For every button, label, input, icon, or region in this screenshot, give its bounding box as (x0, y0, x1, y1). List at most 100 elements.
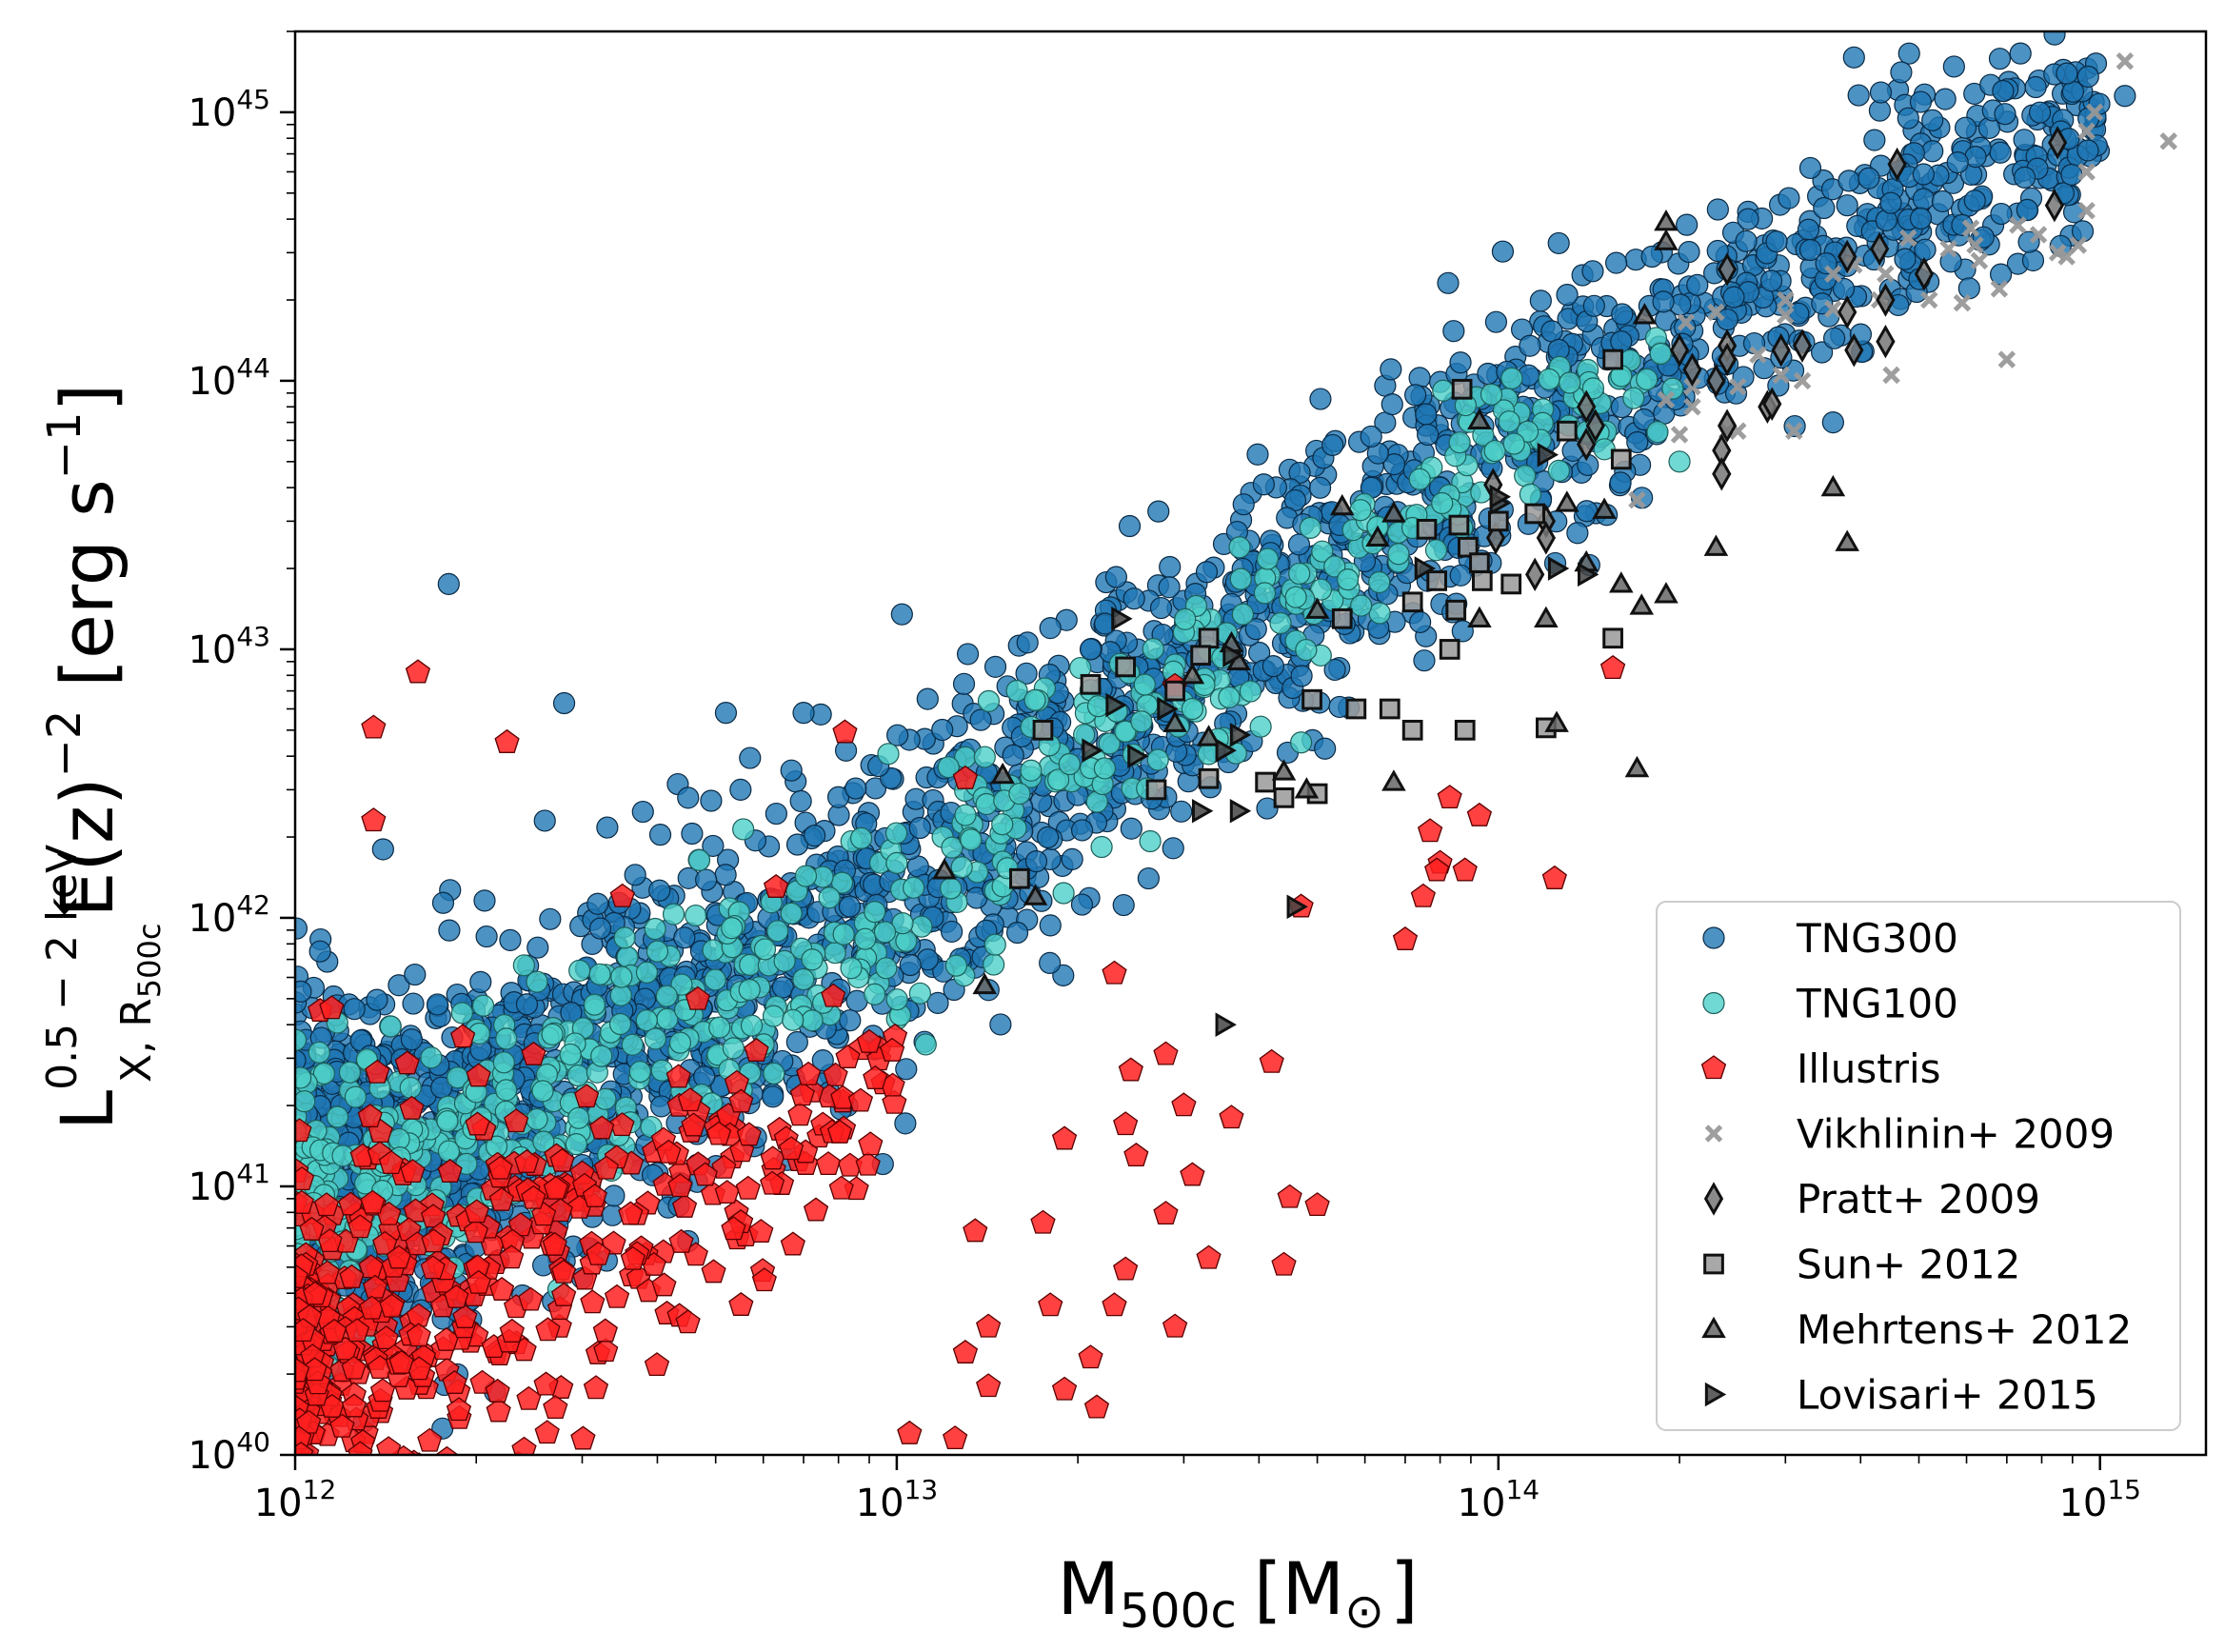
point (1295, 638, 1318, 662)
point (1437, 271, 1460, 294)
point (344, 1085, 368, 1108)
point (624, 864, 646, 886)
point (960, 828, 983, 851)
point (608, 1012, 632, 1036)
point (366, 988, 388, 1011)
point (803, 825, 826, 847)
point (1798, 156, 1822, 180)
point (877, 743, 900, 766)
point (1439, 639, 1460, 660)
point (2076, 65, 2099, 89)
point (1229, 567, 1252, 590)
point (1442, 320, 1465, 343)
point (1416, 518, 1438, 540)
point (1668, 450, 1691, 473)
point (450, 1002, 473, 1025)
point (1415, 403, 1438, 426)
point (1602, 627, 1623, 649)
point (1139, 829, 1162, 853)
point (1678, 240, 1700, 264)
point (1331, 607, 1353, 629)
point (1988, 48, 2012, 70)
point (531, 1080, 554, 1103)
point (648, 824, 672, 846)
point (1349, 499, 1372, 522)
legend-label: Pratt+ 2009 (1797, 1176, 2040, 1223)
point (613, 926, 636, 949)
point (714, 864, 737, 886)
point (794, 865, 818, 887)
point (1732, 366, 1755, 388)
point (854, 927, 877, 950)
point (1954, 116, 1977, 139)
point (404, 963, 427, 986)
point (526, 970, 548, 993)
point (616, 945, 639, 968)
point (1432, 379, 1455, 402)
point (526, 936, 549, 959)
point (721, 917, 744, 940)
point (1009, 867, 1030, 889)
point (552, 691, 576, 715)
point (1269, 611, 1292, 635)
point (379, 1015, 402, 1038)
point (2016, 198, 2038, 222)
point (1484, 310, 1508, 333)
point (1890, 61, 1913, 84)
point (1401, 719, 1423, 741)
point (1039, 617, 1062, 640)
point (1382, 453, 1406, 476)
point (1963, 189, 1986, 212)
point (677, 786, 700, 809)
point (1145, 779, 1167, 801)
point (1120, 817, 1142, 840)
point (1299, 516, 1321, 539)
point (295, 1090, 316, 1113)
point (1147, 500, 1170, 523)
point (583, 993, 606, 1016)
point (840, 957, 863, 980)
point (1611, 303, 1634, 326)
point (890, 603, 913, 626)
point (1431, 491, 1454, 515)
point (1146, 748, 1169, 771)
point (475, 925, 498, 948)
point (1218, 686, 1241, 708)
point (1649, 342, 1672, 366)
point (1381, 393, 1403, 416)
point (2076, 139, 2099, 162)
point (1519, 334, 1541, 357)
point (402, 992, 425, 1015)
point (437, 1140, 461, 1163)
point (1912, 163, 1935, 186)
point (648, 879, 671, 902)
point (1016, 631, 1039, 654)
legend-label: Mehrtens+ 2012 (1797, 1306, 2132, 1353)
point (914, 1033, 937, 1056)
legend-label: Vikhlinin+ 2009 (1797, 1111, 2115, 1158)
point (1380, 358, 1402, 381)
point (844, 777, 867, 800)
point (1989, 141, 2012, 164)
point (884, 822, 908, 845)
point (916, 687, 939, 710)
point (1942, 55, 1965, 78)
point (1288, 562, 1311, 586)
point (983, 655, 1007, 678)
point (1118, 514, 1142, 538)
point (1256, 547, 1280, 570)
point (1122, 587, 1145, 610)
point (492, 1051, 515, 1074)
point (1879, 191, 1902, 214)
point (765, 802, 787, 826)
point (1058, 752, 1081, 776)
point (1502, 432, 1525, 455)
point (908, 816, 931, 840)
point (926, 991, 949, 1014)
point (1090, 835, 1113, 859)
point (400, 1028, 424, 1051)
point (2043, 31, 2066, 46)
point (1052, 882, 1075, 905)
point (1863, 129, 1886, 151)
